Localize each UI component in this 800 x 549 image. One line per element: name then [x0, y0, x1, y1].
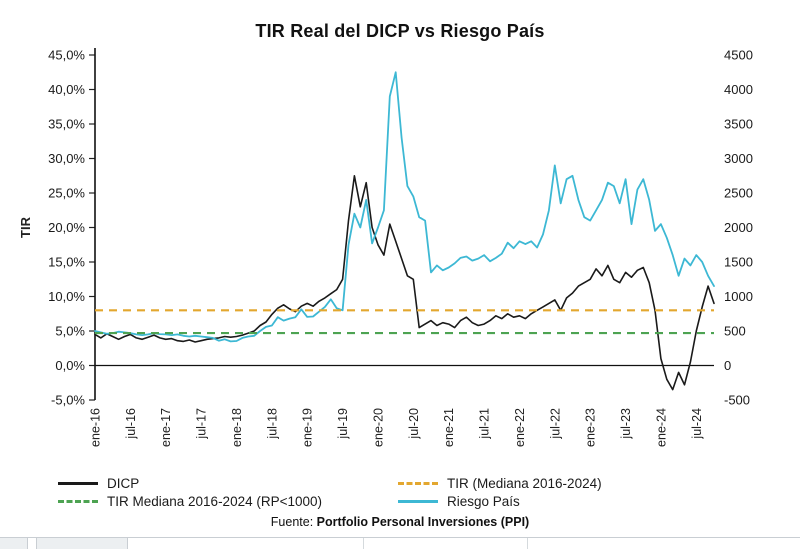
legend-item: TIR (Mediana 2016-2024) [398, 476, 770, 491]
x-tick-label: ene-23 [584, 408, 598, 447]
chart-title: TIR Real del DICP vs Riesgo País [255, 21, 545, 41]
x-tick-label: ene-18 [230, 408, 244, 447]
x-tick-label: jul-17 [195, 408, 209, 440]
legend-label: TIR (Mediana 2016-2024) [447, 476, 602, 491]
right-tick-label: 3000 [724, 151, 753, 166]
x-tick-label: ene-16 [89, 408, 103, 447]
riesgo-pais-line [94, 71, 715, 343]
left-tick-label: 0,0% [55, 358, 85, 373]
right-tick-label: 0 [724, 358, 731, 373]
x-tick-label: jul-20 [407, 408, 421, 440]
x-tick-label: jul-23 [619, 408, 633, 440]
table-edge-divider [363, 538, 364, 549]
chart-legend: DICP TIR (Mediana 2016-2024) TIR Mediana 2… [58, 476, 770, 509]
table-edge-divider [527, 538, 528, 549]
x-tick-label: ene-19 [301, 408, 315, 447]
source-prefix: Fuente: [270, 515, 317, 529]
right-tick-label: 1000 [724, 289, 753, 304]
right-tick-label: 3500 [724, 117, 753, 132]
dicp-line [94, 175, 715, 391]
left-tick-label: 20,0% [48, 220, 85, 235]
riesgo-pais-swatch [398, 500, 438, 503]
x-tick-label: jul-19 [336, 408, 350, 440]
x-tick-label: jul-16 [124, 408, 138, 440]
tir-mediana-rp-swatch [58, 500, 98, 503]
source-bold: Portfolio Personal Inversiones (PPI) [316, 515, 530, 529]
bottom-table-edge [0, 537, 800, 549]
x-tick-label: jul-22 [548, 408, 562, 440]
legend-item: Riesgo País [398, 494, 770, 509]
source-note: Fuente: Portfolio Personal Inversiones (… [0, 515, 800, 529]
legend-label: DICP [107, 476, 140, 491]
x-tick-label: ene-21 [442, 408, 456, 447]
right-tick-label: 500 [724, 324, 746, 339]
left-tick-label: 25,0% [48, 186, 85, 201]
x-tick-label: ene-20 [371, 408, 385, 447]
left-tick-label: 45,0% [48, 48, 85, 63]
x-tick-label: jul-24 [690, 408, 704, 440]
left-tick-label: 30,0% [48, 151, 85, 166]
right-tick-label: 2500 [724, 186, 753, 201]
left-tick-label: 5,0% [55, 324, 85, 339]
table-edge-cell [36, 538, 128, 549]
legend-item: DICP [58, 476, 398, 491]
x-tick-label: jul-18 [265, 408, 279, 440]
right-tick-label: 2000 [724, 220, 753, 235]
legend-label: TIR Mediana 2016-2024 (RP<1000) [107, 494, 323, 509]
legend-item: TIR Mediana 2016-2024 (RP<1000) [58, 494, 398, 509]
left-tick-label: 35,0% [48, 117, 85, 132]
left-tick-label: -5,0% [51, 393, 85, 408]
right-tick-label: 1500 [724, 255, 753, 270]
left-tick-label: 40,0% [48, 82, 85, 97]
x-tick-label: jul-21 [478, 408, 492, 440]
dicp-line-swatch [58, 482, 98, 485]
left-tick-label: 10,0% [48, 289, 85, 304]
tir-mediana-swatch [398, 482, 438, 485]
right-tick-label: 4000 [724, 82, 753, 97]
right-tick-label: -500 [724, 393, 750, 408]
x-tick-label: ene-24 [654, 408, 668, 447]
x-tick-label: ene-22 [513, 408, 527, 447]
x-tick-label: ene-17 [159, 408, 173, 447]
right-tick-label: 4500 [724, 48, 753, 63]
table-edge-cell [0, 538, 28, 549]
y-axis-title: TIR [18, 216, 33, 238]
chart-canvas: 45,0% 40,0% 35,0% 30,0% 25,0% 20,0% 15,0% 10,0%… [18, 48, 753, 447]
legend-label: Riesgo País [447, 494, 520, 509]
left-tick-label: 15,0% [48, 255, 85, 270]
